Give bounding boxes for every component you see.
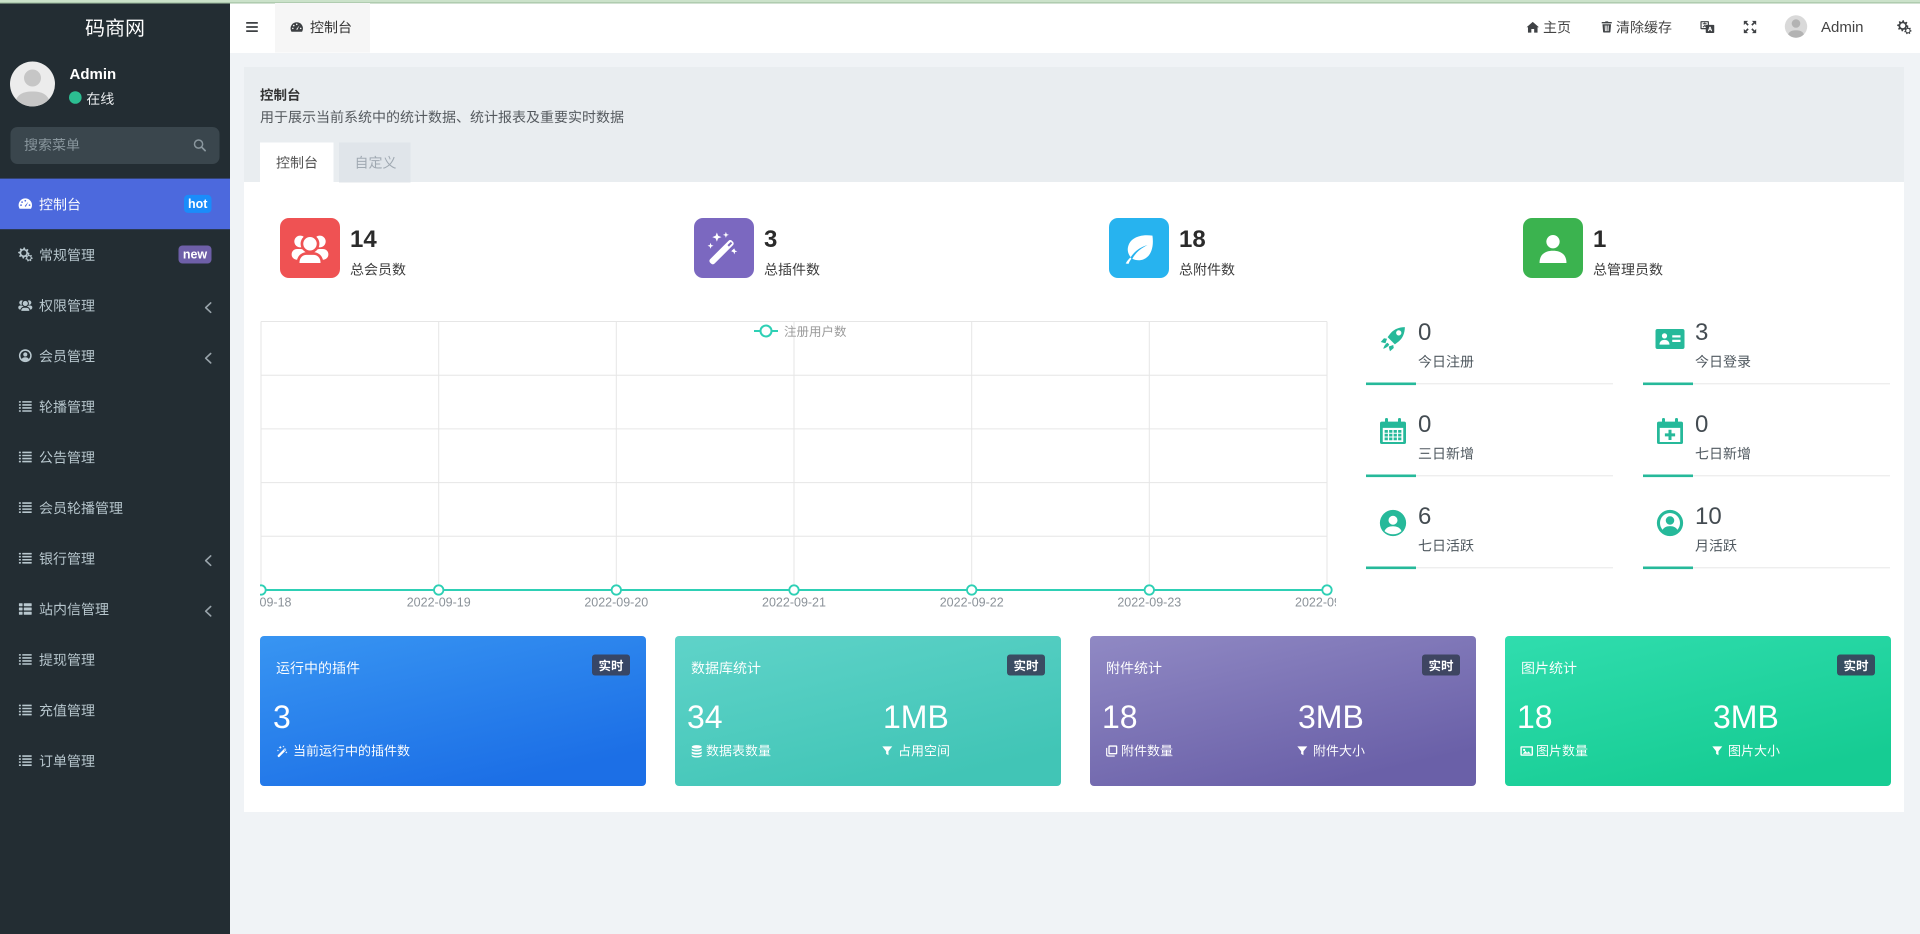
svg-text:1MB: 1MB [883,699,949,735]
svg-text:0: 0 [1695,411,1708,438]
svg-text:2022-09-24: 2022-09-24 [1295,596,1359,610]
svg-text:3: 3 [1695,319,1708,346]
svg-text:new: new [183,248,208,262]
svg-text:2022-09-21: 2022-09-21 [762,596,826,610]
svg-text:2022-09-19: 2022-09-19 [407,596,471,610]
svg-text:1: 1 [1593,226,1606,253]
svg-text:09-18: 09-18 [260,596,292,610]
svg-text:2022-09-22: 2022-09-22 [940,596,1004,610]
svg-text:14: 14 [350,226,377,253]
svg-text:Admin: Admin [70,66,117,83]
svg-text:18: 18 [1517,699,1553,735]
svg-text:3MB: 3MB [1713,699,1779,735]
svg-text:0: 0 [1418,319,1431,346]
svg-text:Admin: Admin [1821,19,1864,36]
svg-text:2022-09-20: 2022-09-20 [584,596,648,610]
svg-text:6: 6 [1418,503,1431,530]
svg-text:18: 18 [1179,226,1206,253]
svg-text:3: 3 [764,226,777,253]
svg-text:18: 18 [1102,699,1138,735]
svg-text:hot: hot [188,197,208,211]
svg-text:0: 0 [1418,411,1431,438]
svg-text:10: 10 [1695,503,1722,530]
svg-text:2022-09-23: 2022-09-23 [1117,596,1181,610]
svg-text:3MB: 3MB [1298,699,1364,735]
svg-text:34: 34 [687,699,723,735]
svg-text:3: 3 [273,699,291,735]
